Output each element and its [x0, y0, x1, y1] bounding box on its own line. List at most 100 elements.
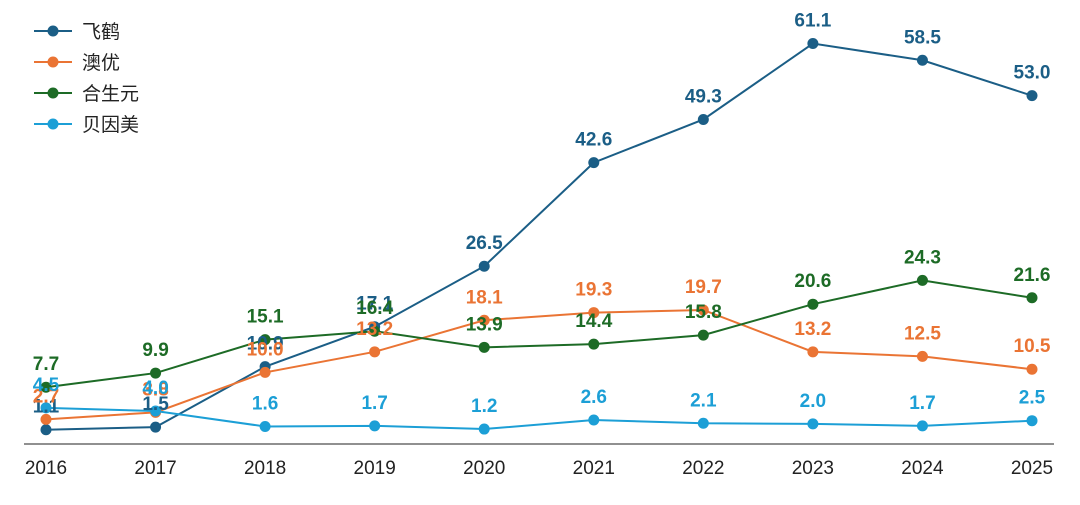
data-label: 1.7 — [361, 393, 387, 414]
legend-marker — [47, 25, 59, 37]
legend-label: 合生元 — [82, 83, 139, 105]
data-point — [697, 304, 709, 316]
data-label: 16.4 — [356, 298, 393, 319]
data-label: 15.8 — [685, 302, 722, 323]
data-label: 49.3 — [685, 86, 722, 107]
data-label: 18.1 — [466, 287, 503, 308]
data-point — [588, 157, 600, 169]
legend-label: 贝因美 — [82, 114, 139, 136]
data-label: 15.1 — [247, 307, 284, 328]
data-point — [1026, 363, 1038, 375]
data-point — [697, 329, 709, 341]
data-point — [369, 346, 381, 358]
data-point — [1026, 415, 1038, 427]
data-point — [369, 325, 381, 337]
series-line — [45, 308, 1033, 421]
data-labels: 1.1 1.5 10.9 17.1 26.5 42.6 49.3 61.1 58.5 53.0 2.… — [33, 11, 1051, 418]
data-label: 1.2 — [471, 396, 497, 417]
data-label: 4.5 — [33, 375, 60, 396]
legend-label: 澳优 — [82, 52, 120, 74]
data-point — [1026, 292, 1038, 304]
data-label: 12.5 — [904, 323, 941, 344]
x-tick-label: 2016 — [25, 458, 67, 479]
x-tick-label: 2024 — [901, 458, 944, 479]
data-point — [259, 366, 271, 378]
data-label: 24.3 — [904, 247, 941, 268]
data-label: 2.5 — [1019, 388, 1046, 409]
x-axis-ticks: 2016 2017 2018 2019 2020 2021 2022 2023 2024 2025 — [25, 458, 1053, 479]
x-tick-label: 2019 — [354, 458, 396, 479]
data-label: 2.7 — [33, 386, 59, 407]
x-tick-label: 2020 — [463, 458, 505, 479]
data-label: 61.1 — [794, 11, 831, 32]
data-label: 9.9 — [142, 340, 168, 361]
data-point — [697, 113, 709, 125]
data-point — [807, 298, 819, 310]
data-label: 3.8 — [142, 379, 168, 400]
data-label: 21.6 — [1014, 265, 1051, 286]
legend-marker — [47, 56, 59, 68]
data-point — [588, 338, 600, 350]
data-label: 10.5 — [1014, 336, 1051, 357]
series-points — [40, 38, 1038, 436]
legend-marker — [47, 118, 59, 130]
data-point — [40, 424, 52, 436]
data-point — [259, 334, 271, 346]
data-label: 13.2 — [794, 319, 831, 340]
x-tick-label: 2017 — [134, 458, 176, 479]
series-line — [45, 406, 1033, 431]
data-point — [807, 418, 819, 430]
data-label: 2.6 — [581, 387, 607, 408]
data-label: 4.0 — [142, 378, 168, 399]
data-label: 7.7 — [33, 354, 59, 375]
data-label: 19.3 — [575, 280, 612, 301]
data-point — [40, 413, 52, 425]
x-tick-label: 2018 — [244, 458, 286, 479]
series-line — [45, 279, 1033, 389]
data-point — [150, 405, 162, 417]
data-point — [807, 346, 819, 358]
data-point — [40, 381, 52, 393]
data-point — [150, 421, 162, 433]
data-label: 2.0 — [800, 391, 826, 412]
data-label: 1.6 — [252, 393, 278, 414]
data-label: 58.5 — [904, 27, 941, 48]
data-label: 1.1 — [33, 397, 60, 418]
data-label: 17.1 — [356, 294, 393, 315]
data-label: 13.2 — [356, 319, 393, 340]
data-point — [150, 367, 162, 379]
data-label: 20.6 — [794, 271, 831, 292]
series-line — [45, 42, 1033, 431]
data-label: 10.0 — [247, 339, 284, 360]
data-point — [588, 414, 600, 426]
data-label: 2.1 — [690, 390, 717, 411]
data-label: 13.9 — [466, 314, 503, 335]
data-point — [916, 54, 928, 66]
data-point — [1026, 90, 1038, 102]
series-lines — [45, 42, 1033, 431]
data-label: 14.4 — [575, 311, 612, 332]
legend-marker — [47, 87, 59, 99]
data-point — [478, 423, 490, 435]
data-point — [478, 314, 490, 326]
legend-label: 飞鹤 — [82, 21, 120, 43]
data-label: 1.5 — [142, 394, 169, 415]
data-point — [40, 402, 52, 414]
x-tick-label: 2022 — [682, 458, 724, 479]
data-label: 10.9 — [247, 334, 284, 355]
x-tick-label: 2025 — [1011, 458, 1053, 479]
data-point — [259, 420, 271, 432]
data-label: 42.6 — [575, 130, 612, 151]
data-label: 26.5 — [466, 233, 503, 254]
data-label: 1.7 — [909, 393, 935, 414]
data-point — [369, 420, 381, 432]
data-label: 19.7 — [685, 277, 722, 298]
data-point — [807, 38, 819, 50]
data-point — [916, 274, 928, 286]
data-point — [478, 260, 490, 272]
data-point — [916, 420, 928, 432]
data-point — [916, 350, 928, 362]
